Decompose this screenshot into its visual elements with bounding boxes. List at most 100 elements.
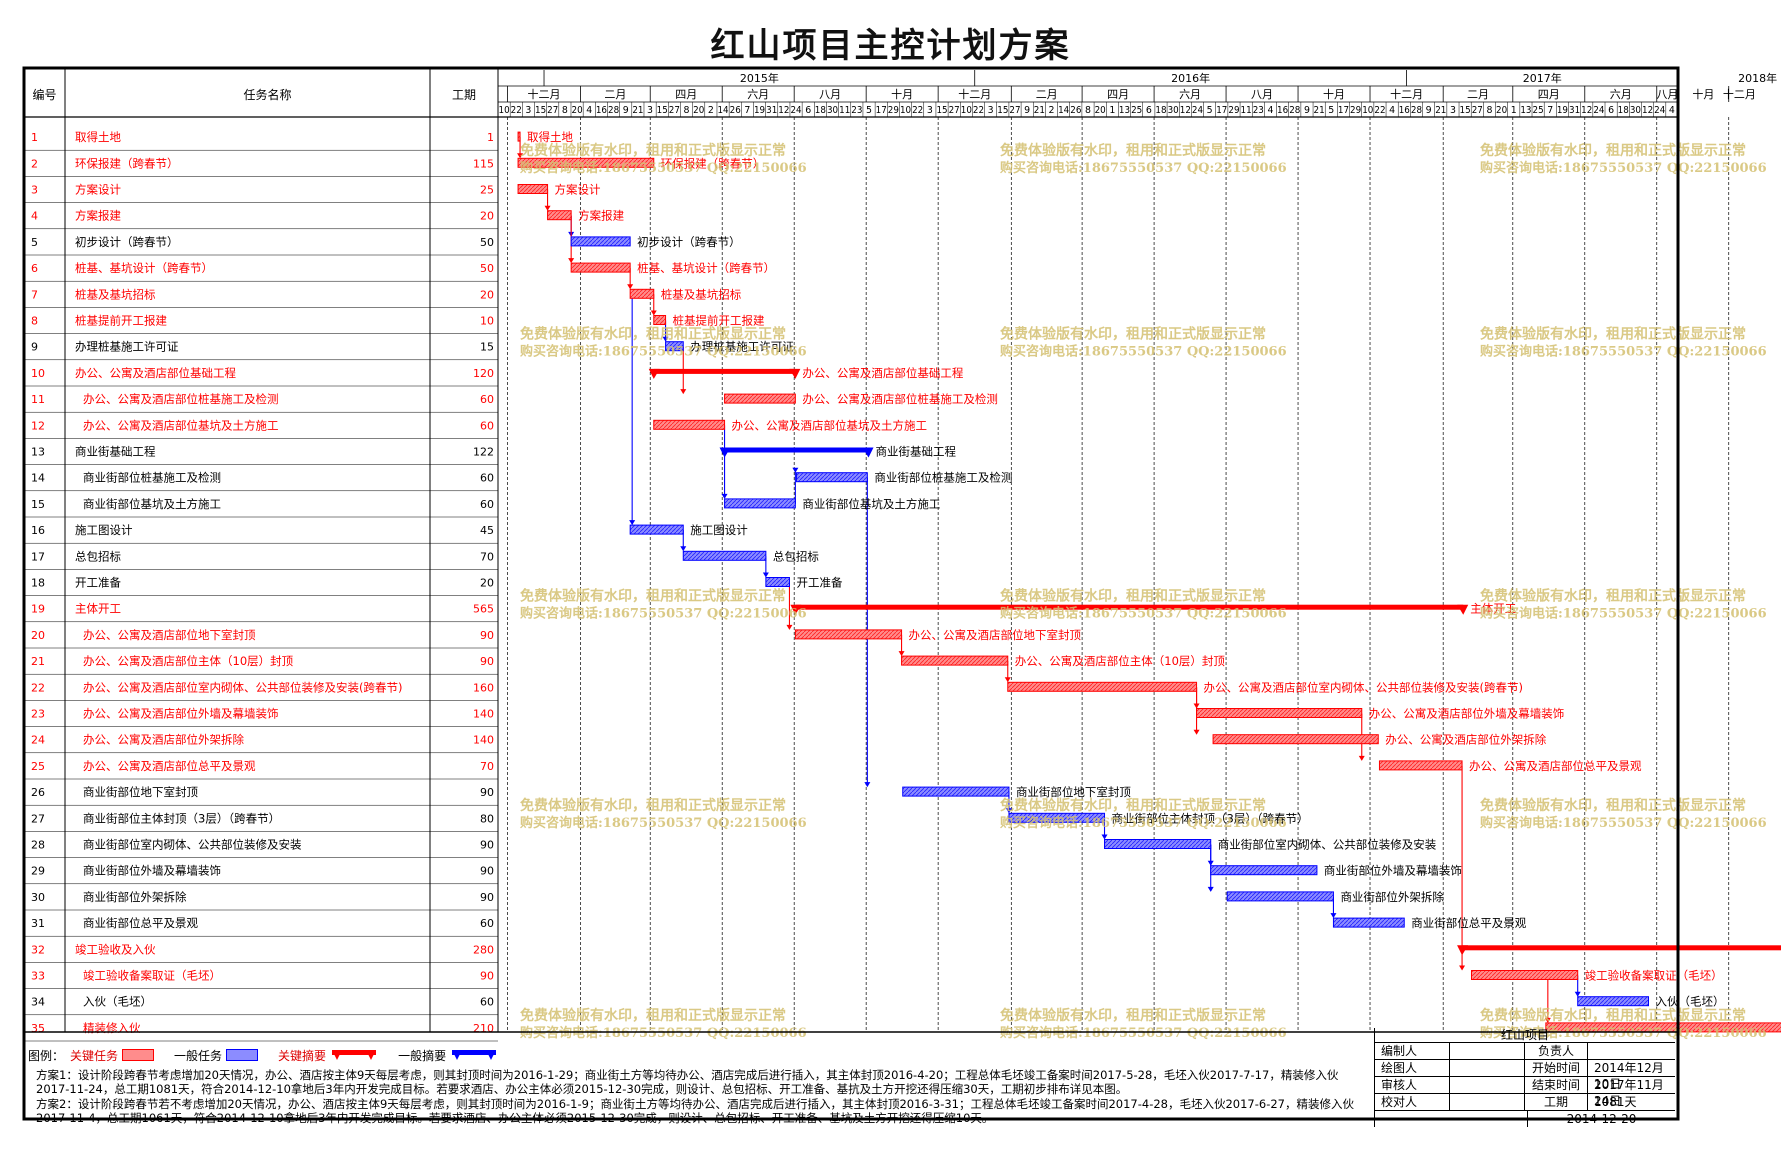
watermark-text: 购买咨询电话:18675550537 QQ:22150066 <box>520 1025 807 1041</box>
day-tick-label: 16 <box>596 105 607 116</box>
day-tick-label: 9 <box>623 105 629 116</box>
day-tick-label: 23 <box>1253 105 1264 116</box>
month-label: 十二月 <box>528 87 561 101</box>
task-id: 13 <box>31 446 45 459</box>
task-name: 商业街部位主体封顶（3层）（跨春节） <box>83 811 280 825</box>
task-id: 22 <box>31 681 45 694</box>
year-label: 2015年 <box>740 71 779 85</box>
dependency-arrow <box>680 546 687 552</box>
day-tick-label: 5 <box>1328 105 1334 116</box>
bar-label: 办公、公寓及酒店部位基坑及土方施工 <box>732 418 928 432</box>
task-name: 精装修入伙 <box>83 1021 141 1035</box>
legend-critical-summary-swatch <box>332 1050 377 1060</box>
task-days: 20 <box>480 577 494 590</box>
watermark-text: 免费体验版有水印，租用和正式版显示正常 <box>1000 588 1266 605</box>
dependency-arrow <box>1005 808 1012 814</box>
day-tick-label: 3 <box>525 105 531 116</box>
task-id: 12 <box>31 419 45 432</box>
task-id: 19 <box>31 603 45 616</box>
month-label: 十二月 <box>1390 87 1423 101</box>
watermark-text: 购买咨询电话:18675550537 QQ:22150066 <box>520 160 807 176</box>
task-days: 120 <box>473 367 494 380</box>
info-row-3: 审核人 结束时间 2017年11月24日 <box>1375 1077 1675 1108</box>
bar-label: 入伙（毛坯） <box>1656 995 1725 1009</box>
summary-bar <box>795 604 1464 610</box>
bar-label: 取得土地 <box>527 130 573 144</box>
info-cell: 开始时间 <box>1525 1060 1588 1076</box>
watermark-text: 免费体验版有水印，租用和正式版显示正常 <box>1000 326 1266 343</box>
task-name: 桩基及基坑招标 <box>75 287 156 301</box>
task-days: 90 <box>480 655 494 668</box>
day-tick-label: 10 <box>900 105 911 116</box>
task-name: 施工图设计 <box>75 523 133 537</box>
task-id: 14 <box>31 472 45 485</box>
day-tick-label: 7 <box>1547 105 1553 116</box>
task-days: 70 <box>480 760 494 773</box>
task-bar <box>547 210 572 221</box>
watermark-text: 购买咨询电话:18675550537 QQ:22150066 <box>1480 606 1767 622</box>
legend-critical-swatch <box>122 1049 155 1061</box>
task-bar <box>902 786 1010 797</box>
task-days: 20 <box>480 288 494 301</box>
task-bar <box>794 629 903 640</box>
task-name: 商业街部位外墙及幕墙装饰 <box>83 864 221 878</box>
task-bar <box>796 472 868 483</box>
watermark-text: 免费体验版有水印，租用和正式版显示正常 <box>520 142 786 159</box>
bar-label: 桩基提前开工报建 <box>673 314 765 328</box>
day-tick-label: 18 <box>815 105 826 116</box>
info-row-1: 编制人 负责人 <box>1375 1043 1675 1060</box>
bar-label: 办公、公寓及酒店部位外架拆除 <box>1385 733 1546 747</box>
day-tick-label: 24 <box>790 105 801 116</box>
day-tick-label: 9 <box>1426 105 1432 116</box>
month-label: 二月 <box>604 88 626 101</box>
day-tick-label: 5 <box>866 105 872 116</box>
dependency-arrow <box>568 258 575 264</box>
summary-end-cap <box>1457 604 1469 615</box>
summary-bar <box>724 447 869 453</box>
month-label: 二月 <box>1036 88 1058 101</box>
month-label: 八月 <box>1251 88 1273 101</box>
day-tick-label: 31 <box>766 105 777 116</box>
task-id: 3 <box>31 184 38 197</box>
info-date: 2014-12-20 <box>1566 1112 1637 1126</box>
info-date-blank <box>1375 1111 1528 1127</box>
task-name: 商业街基础工程 <box>75 445 156 459</box>
summary-start-cap <box>1457 945 1469 956</box>
dependency-arrow <box>629 520 636 526</box>
task-days: 90 <box>480 629 494 642</box>
task-name: 办公、公寓及酒店部位外架拆除 <box>83 733 244 747</box>
legend: 图例： 关键任务 一般任务 关键摘要 一般摘要 <box>28 1044 512 1066</box>
day-tick-label: 8 <box>1085 105 1091 116</box>
month-label: 六月 <box>747 88 769 101</box>
summary-start-cap <box>790 604 802 615</box>
day-tick-label: 13 <box>1520 105 1531 116</box>
task-id: 21 <box>31 655 45 668</box>
dependency-arrow <box>1459 965 1466 971</box>
task-bar <box>1378 760 1463 771</box>
task-name: 商业街部位室内砌体、公共部位装修及安装 <box>83 838 302 852</box>
task-days: 90 <box>480 970 494 983</box>
day-tick-label: 18 <box>1618 105 1629 116</box>
day-tick-label: 10 <box>961 105 972 116</box>
task-bar <box>570 262 631 273</box>
header-col-id: 编号 <box>32 87 56 102</box>
watermark-text: 购买咨询电话:18675550537 QQ:22150066 <box>1480 1025 1767 1041</box>
bar-label: 商业街部位总平及景观 <box>1411 916 1526 930</box>
bar-label: 方案设计 <box>555 183 601 197</box>
plan-note-2: 方案2：设计阶段跨春节若不考虑增加20天情况，办公、酒店按主体9天每层考虑，则其… <box>36 1097 1355 1125</box>
bar-label: 环保报建（跨春节） <box>661 156 765 170</box>
task-name: 商业街部位总平及景观 <box>83 916 198 930</box>
task-id: 30 <box>31 891 45 904</box>
legend-critical-summary-label: 关键摘要 <box>278 1048 327 1063</box>
task-days: 60 <box>480 419 494 432</box>
day-tick-label: 14 <box>1058 105 1069 116</box>
info-date-row: 2014-12-20 <box>1375 1111 1675 1127</box>
year-label: 2018年 <box>1738 71 1777 85</box>
day-tick-label: 6 <box>1146 105 1152 116</box>
task-days: 60 <box>480 472 494 485</box>
watermark-text: 免费体验版有水印，租用和正式版显示正常 <box>1480 797 1746 814</box>
